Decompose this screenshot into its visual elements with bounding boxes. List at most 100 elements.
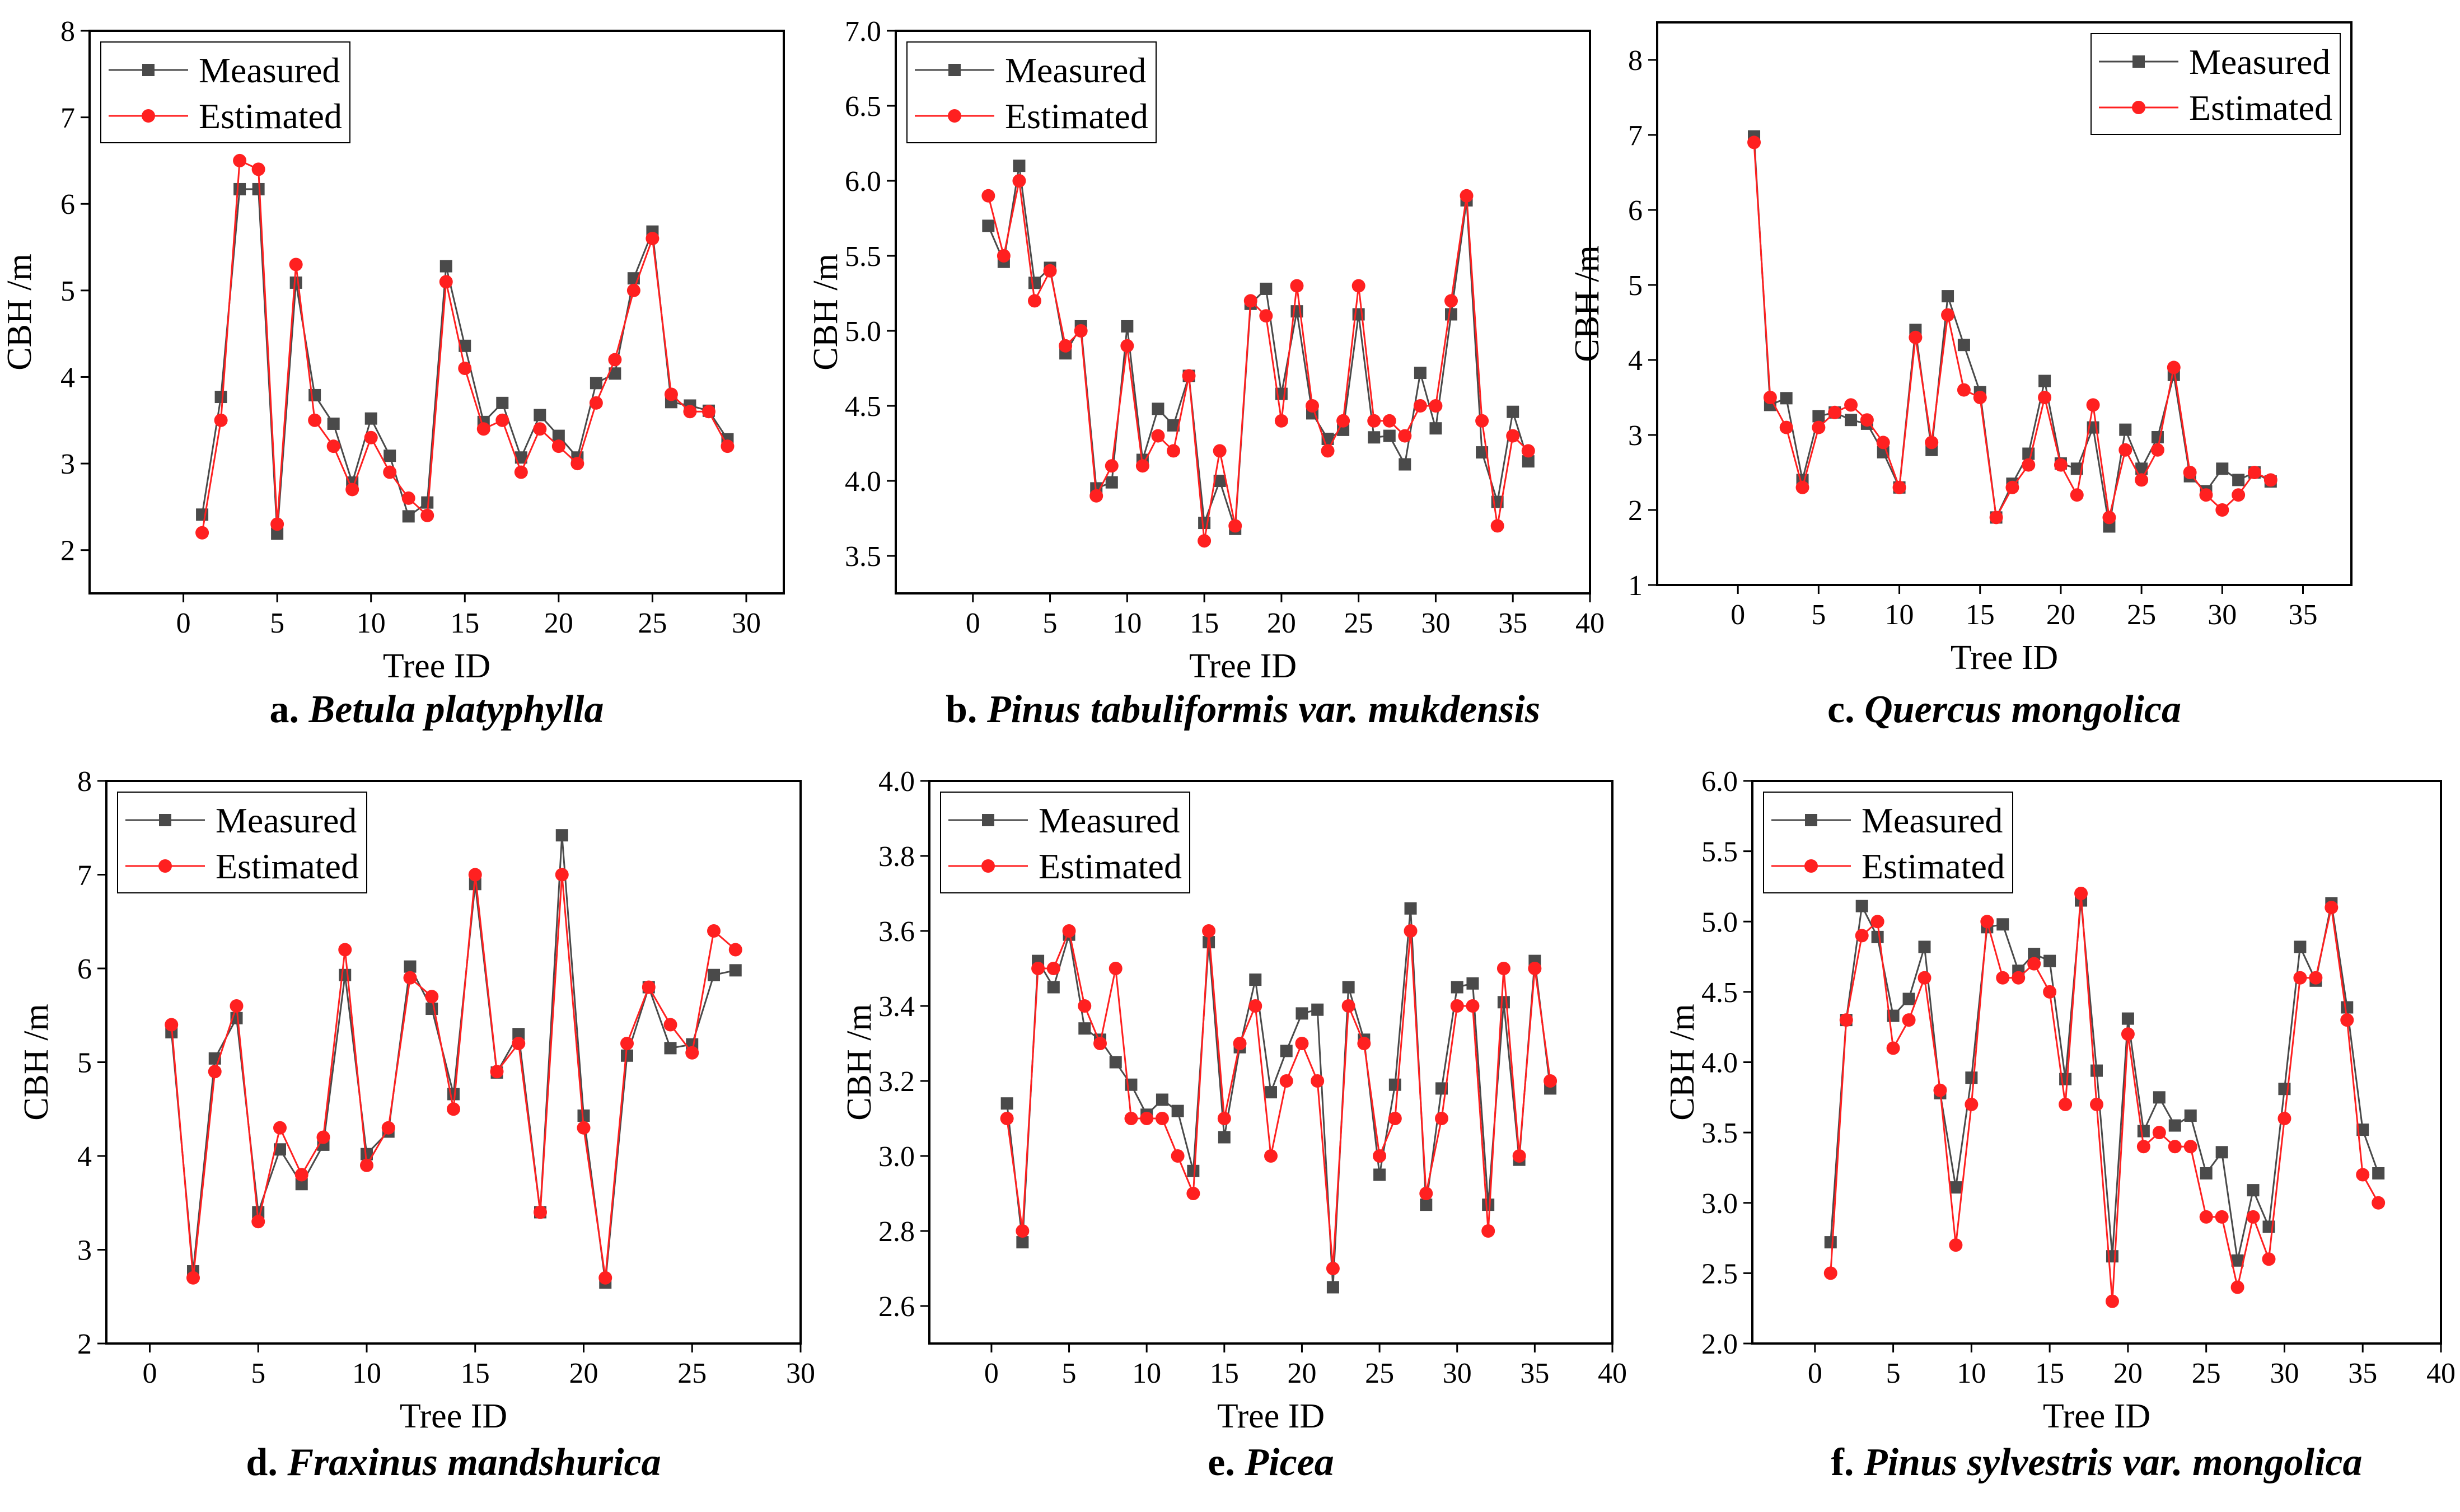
data-point-estimated (2086, 398, 2100, 412)
x-tick-label: 10 (1885, 599, 1914, 631)
legend-box (2090, 33, 2341, 135)
legend-marker-measured (159, 814, 171, 826)
data-point-estimated (534, 1205, 547, 1219)
chart-a-betula-platyphylla: 0 5 10 15 20 25 30 2 3 4 5 6 7 8 Tree ID CBH /m Measured… (1, 16, 785, 731)
x-tick-label: 10 (1132, 1357, 1161, 1389)
data-point-estimated (1795, 480, 1809, 494)
data-point-measured (1845, 414, 1858, 427)
data-point-measured (1280, 1045, 1293, 1057)
x-tick-label: 5 (1043, 607, 1058, 639)
y-tick-label: 3.5 (845, 541, 881, 573)
data-point-estimated (728, 943, 742, 957)
data-point-estimated (1419, 1187, 1433, 1200)
data-point-estimated (2309, 971, 2323, 985)
panel-caption: d. Fraxinus mandshurica (246, 1441, 661, 1484)
data-point-measured (534, 409, 546, 422)
y-tick-label: 8 (60, 16, 75, 48)
data-point-estimated (326, 439, 340, 453)
data-point-measured (361, 1148, 373, 1160)
x-tick-label: 25 (2192, 1357, 2221, 1389)
caption-prefix: f. (1831, 1441, 1854, 1484)
data-point-estimated (1839, 1013, 1853, 1027)
data-point-estimated (1124, 1112, 1138, 1125)
data-point-measured (1957, 339, 1970, 352)
data-point-estimated (1925, 436, 1939, 450)
data-point-estimated (1151, 429, 1165, 443)
y-tick-label: 2 (60, 535, 75, 567)
data-point-estimated (1860, 413, 1874, 427)
data-point-measured (2294, 940, 2307, 953)
y-tick-label: 2.8 (878, 1216, 915, 1248)
data-point-estimated (2167, 361, 2181, 375)
x-tick-label: 0 (176, 607, 191, 639)
data-point-measured (1156, 1093, 1168, 1106)
data-point-measured (1218, 1131, 1231, 1144)
data-point-measured (364, 412, 377, 425)
data-point-measured (2135, 462, 2148, 475)
data-point-estimated (1259, 309, 1273, 323)
x-axis-label: Tree ID (400, 1397, 507, 1435)
data-point-estimated (1198, 534, 1212, 548)
legend-label: Estimated (1862, 846, 2005, 886)
data-point-estimated (1957, 383, 1971, 397)
caption-species: Quercus mongolica (1864, 688, 2181, 731)
data-point-measured (2090, 1064, 2103, 1077)
x-tick-label: 0 (984, 1357, 999, 1389)
panel-caption: b. Pinus tabuliformis var. mukdensis (946, 688, 1540, 731)
data-point-estimated (1844, 398, 1858, 412)
legend-label: Measured (1862, 801, 2003, 840)
data-point-measured (1466, 977, 1479, 990)
y-tick-label: 3.5 (1701, 1117, 1738, 1149)
x-tick-label: 25 (2127, 599, 2156, 631)
data-point-estimated (2215, 1210, 2229, 1224)
panel-caption: c. Quercus mongolica (1827, 688, 2181, 731)
data-point-measured (1522, 455, 1535, 468)
data-point-estimated (1028, 294, 1041, 308)
y-tick-label: 3.6 (878, 916, 915, 948)
data-point-estimated (2263, 473, 2277, 487)
data-point-estimated (1186, 1187, 1200, 1200)
data-point-measured (590, 377, 602, 390)
data-point-measured (1187, 1164, 1200, 1177)
y-tick-label: 7 (1628, 120, 1643, 152)
data-point-estimated (551, 439, 565, 453)
data-point-estimated (2038, 391, 2052, 404)
data-point-measured (1047, 981, 1060, 994)
data-point-estimated (2356, 1168, 2370, 1182)
data-point-estimated (1475, 414, 1489, 428)
x-tick-label: 20 (2113, 1357, 2143, 1389)
legend-label: Estimated (2189, 88, 2332, 128)
data-point-measured (496, 396, 509, 409)
data-point-measured (664, 1042, 677, 1055)
caption-species: Pinus tabuliformis var. mukdensis (986, 688, 1540, 731)
data-point-estimated (2168, 1140, 2182, 1154)
y-tick-label: 5 (60, 275, 75, 307)
data-point-estimated (685, 1046, 699, 1060)
data-point-estimated (251, 162, 265, 176)
data-point-estimated (233, 153, 247, 167)
plot-frame (928, 780, 1614, 1345)
data-point-estimated (1290, 279, 1304, 293)
data-point-estimated (1481, 1224, 1495, 1238)
legend-marker-estimated (981, 859, 995, 873)
data-point-estimated (1155, 1112, 1169, 1125)
x-tick-label: 25 (677, 1357, 707, 1389)
data-point-estimated (1228, 519, 1242, 533)
data-point-estimated (403, 971, 417, 985)
caption-prefix: c. (1827, 688, 1855, 731)
y-tick-label: 4 (60, 362, 75, 394)
x-axis-label: Tree ID (1217, 1397, 1325, 1435)
data-point-estimated (1528, 962, 1542, 975)
data-point-estimated (1496, 962, 1510, 975)
data-point-measured (1902, 993, 1915, 1005)
caption-species: Pinus sylvestris var. mongolica (1863, 1441, 2363, 1484)
data-point-estimated (1120, 339, 1134, 353)
data-point-estimated (2215, 503, 2229, 517)
y-tick-label: 5 (1628, 270, 1643, 302)
data-point-estimated (1089, 489, 1103, 503)
x-tick-label: 5 (270, 607, 284, 639)
legend-marker-measured (948, 64, 961, 76)
data-point-estimated (2246, 1210, 2260, 1224)
x-tick-label: 10 (357, 607, 386, 639)
data-point-measured (1949, 1181, 1962, 1194)
